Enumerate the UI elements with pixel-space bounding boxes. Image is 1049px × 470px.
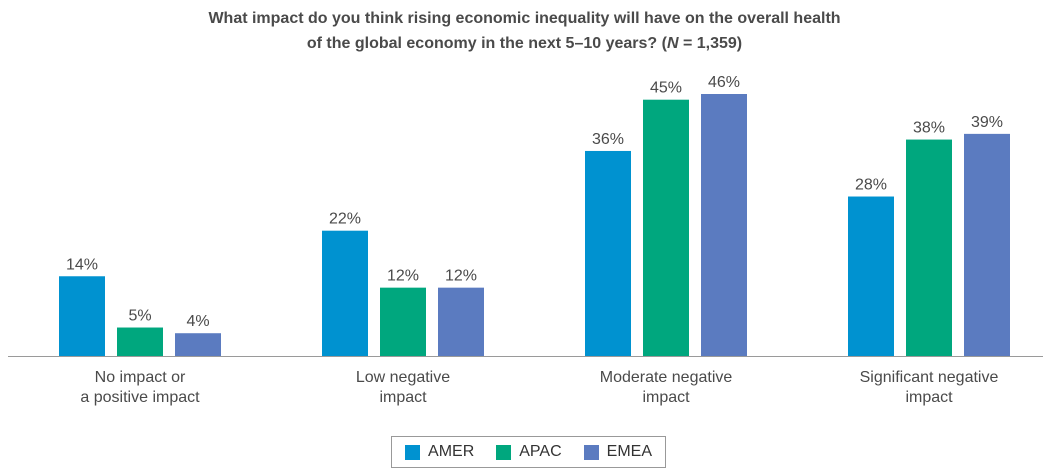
chart-title-n: N bbox=[666, 35, 679, 52]
category-label-1-line-0: Low negative bbox=[356, 369, 450, 386]
category-label-1-line-1: impact bbox=[379, 389, 427, 406]
legend-item-amer: AMER bbox=[405, 443, 474, 461]
bar-apac-2 bbox=[643, 99, 689, 357]
chart-title: What impact do you think rising economic… bbox=[0, 6, 1049, 56]
legend-label-amer: AMER bbox=[428, 443, 475, 460]
chart-title-line-2-suffix: = 1,359) bbox=[678, 35, 743, 52]
data-label-emea-2: 46% bbox=[708, 74, 740, 91]
data-label-amer-2: 36% bbox=[592, 131, 624, 148]
data-label-emea-3: 39% bbox=[971, 114, 1003, 131]
data-label-apac-1: 12% bbox=[387, 268, 419, 285]
data-label-apac-2: 45% bbox=[650, 80, 682, 97]
category-label-0-line-0: No impact or bbox=[95, 369, 186, 386]
legend-label-apac: APAC bbox=[519, 443, 562, 460]
legend-item-apac: APAC bbox=[496, 443, 562, 461]
legend: AMER APAC EMEA bbox=[391, 436, 666, 468]
data-label-amer-0: 14% bbox=[66, 256, 98, 273]
bar-amer-0 bbox=[59, 276, 105, 356]
data-label-emea-0: 4% bbox=[186, 313, 209, 330]
category-label-0-line-1: a positive impact bbox=[80, 389, 200, 406]
bar-chart: 14% 5% 4% No impact or a positive impact 22% 1… bbox=[8, 74, 1043, 406]
data-label-apac-3: 38% bbox=[913, 120, 945, 137]
bar-emea-0 bbox=[175, 333, 221, 356]
bar-emea-3 bbox=[964, 133, 1010, 356]
category-label-3-line-1: impact bbox=[905, 389, 953, 406]
data-label-amer-1: 22% bbox=[329, 211, 361, 228]
bar-amer-2 bbox=[585, 150, 631, 356]
legend-label-emea: EMEA bbox=[606, 443, 652, 460]
data-label-apac-0: 5% bbox=[128, 308, 151, 325]
bar-amer-1 bbox=[322, 230, 368, 356]
data-label-amer-3: 28% bbox=[855, 177, 887, 194]
bar-apac-3 bbox=[906, 139, 952, 356]
legend-item-emea: EMEA bbox=[583, 443, 652, 461]
chart-title-line-1: What impact do you think rising economic… bbox=[208, 10, 841, 27]
bar-apac-0 bbox=[117, 327, 163, 356]
legend-swatch-amer bbox=[405, 444, 421, 460]
legend-swatch-apac bbox=[496, 444, 512, 460]
bar-amer-3 bbox=[848, 196, 894, 356]
chart-title-line-2: of the global economy in the next 5–10 y… bbox=[0, 31, 1049, 56]
category-label-2-line-1: impact bbox=[642, 389, 690, 406]
bar-apac-1 bbox=[380, 287, 426, 356]
category-label-2-line-0: Moderate negative bbox=[600, 369, 733, 386]
data-label-emea-1: 12% bbox=[445, 268, 477, 285]
bar-emea-2 bbox=[701, 94, 747, 356]
bar-emea-1 bbox=[438, 287, 484, 356]
legend-swatch-emea bbox=[583, 444, 599, 460]
chart-title-line-2-prefix: of the global economy in the next 5–10 y… bbox=[306, 35, 667, 52]
category-label-3-line-0: Significant negative bbox=[860, 369, 999, 386]
